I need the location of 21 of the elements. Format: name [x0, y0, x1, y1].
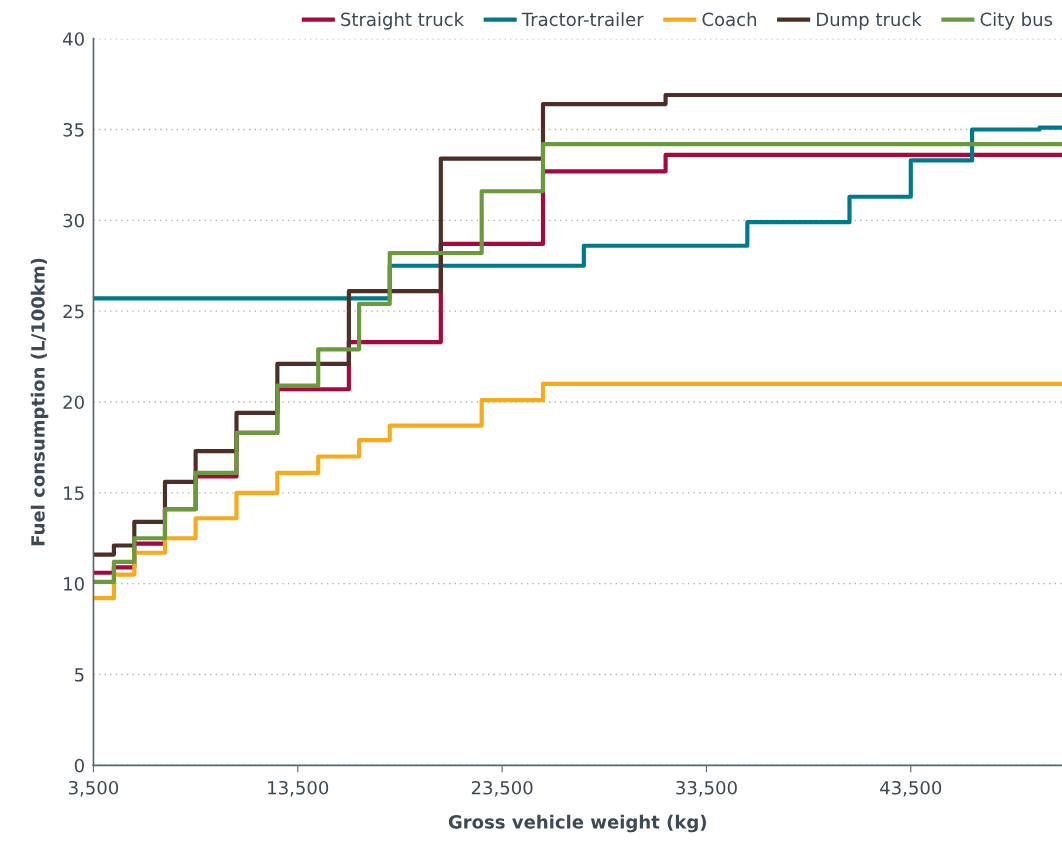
y-tick-label: 35	[63, 122, 84, 137]
y-tick-label: 25	[63, 304, 84, 319]
legend-label: Coach	[702, 12, 756, 27]
y-tick-label: 15	[64, 486, 84, 500]
legend-label: Dump truck	[817, 12, 922, 30]
x-tick-label: 43,500	[880, 780, 942, 797]
legend-label: Straight truck	[341, 12, 464, 30]
y-axis-title: Fuel consumption (L/100km)	[30, 258, 49, 546]
y-tick-label: 30	[63, 213, 84, 228]
x-axis-title: Gross vehicle weight (kg)	[448, 814, 706, 833]
y-tick-label: 5	[75, 668, 84, 682]
y-tick-label: 0	[74, 758, 84, 773]
y-tick-label: 20	[63, 395, 84, 410]
x-tick-label: 13,500	[268, 780, 329, 797]
x-tick-label: 3,500	[68, 780, 119, 797]
y-tick-label: 10	[64, 577, 84, 591]
y-tick-label: 40	[63, 32, 84, 46]
x-tick-label: 33,500	[676, 780, 737, 797]
legend-label: City bus	[980, 12, 1053, 30]
x-tick-label: 23,500	[471, 780, 533, 797]
legend-label: Tractor-trailer	[521, 12, 644, 27]
